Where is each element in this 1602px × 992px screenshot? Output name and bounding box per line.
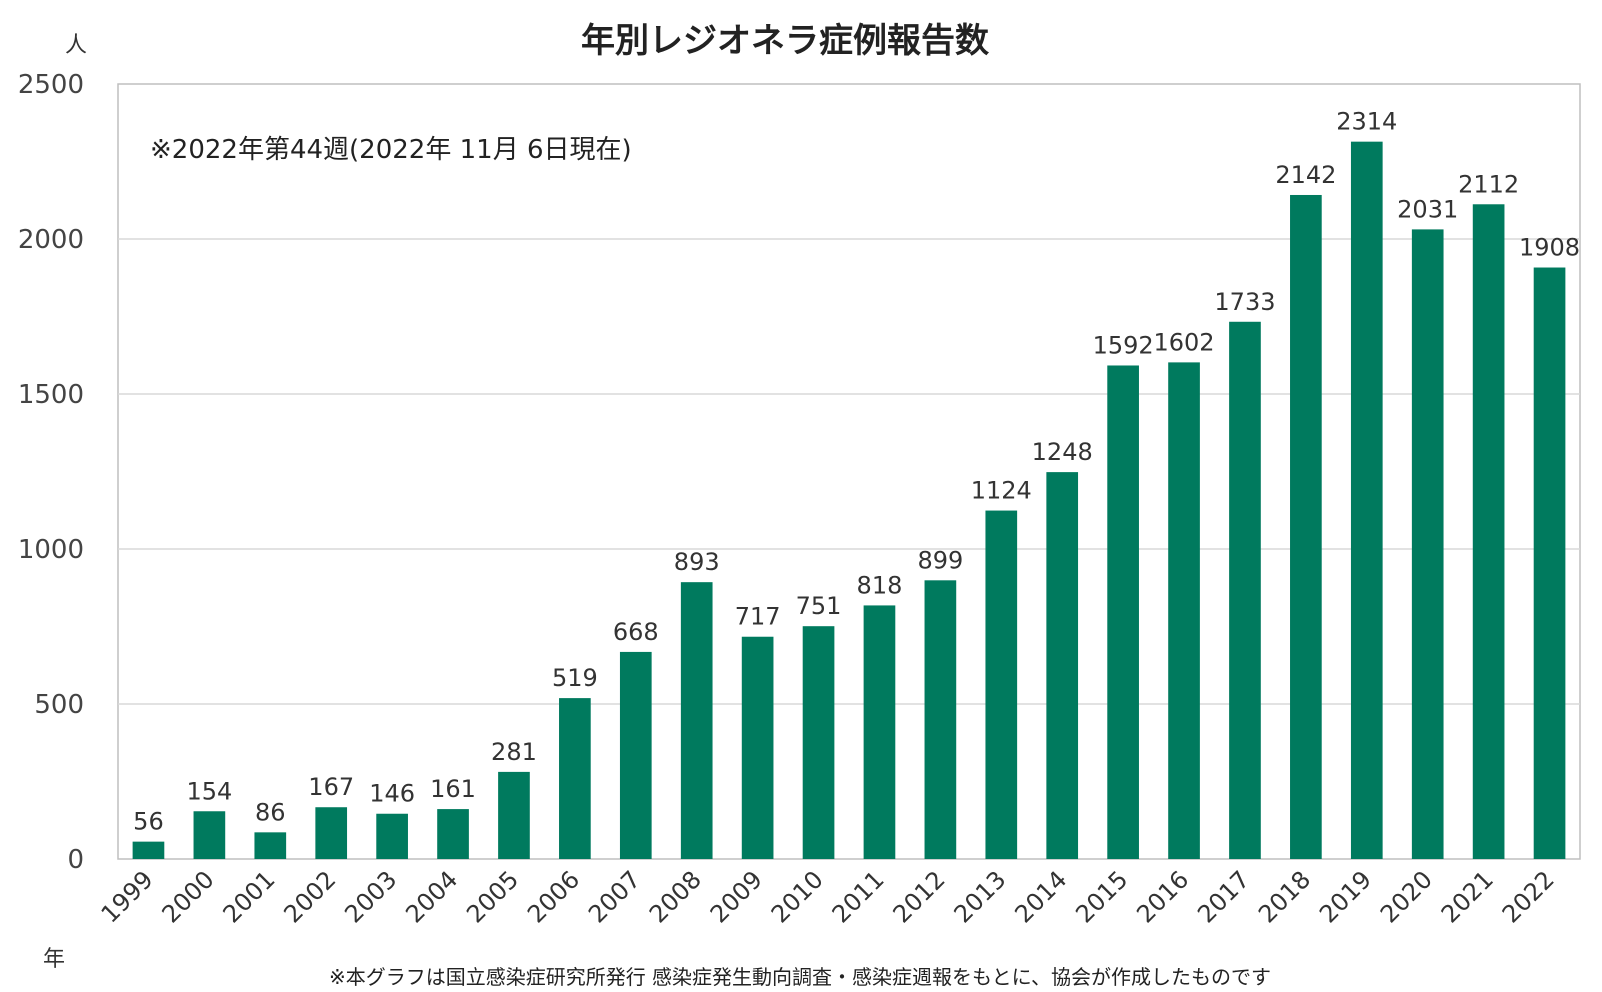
data-label: 1908 [1519,234,1580,262]
bar [376,813,408,859]
x-tick-label: 2008 [644,865,707,928]
y-axis-unit: 人 [65,33,87,58]
bar [1472,204,1505,859]
bar [680,582,713,859]
data-label: 1602 [1154,328,1215,356]
y-tick-label: 500 [34,690,84,720]
data-label: 154 [186,777,232,805]
data-label: 1733 [1214,288,1275,316]
x-tick-label: 2016 [1131,865,1194,928]
x-tick-label: 2012 [888,865,951,928]
data-label: 161 [430,775,476,803]
bar [559,698,591,859]
data-label: 2142 [1275,161,1336,189]
y-axis-ticks: 0 500 1000 1500 2000 2500 [18,70,84,875]
x-axis-ticks: 1999200020012002200320042005200620072008… [96,865,1560,928]
data-label: 668 [613,618,659,646]
bar [1229,321,1261,859]
bar [1107,365,1139,859]
x-tick-label: 2005 [461,865,524,928]
bar [1533,267,1566,859]
x-tick-label: 2014 [1009,865,1072,928]
data-label: 146 [369,780,415,808]
data-label: 1248 [1032,438,1093,466]
x-tick-label: 2020 [1375,865,1438,928]
x-tick-label: 2010 [766,865,829,928]
bar [498,771,530,859]
x-tick-label: 2009 [705,865,768,928]
data-label: 893 [674,548,720,576]
data-label: 167 [308,773,354,801]
x-tick-label: 2003 [339,865,402,928]
data-label: 86 [255,798,286,826]
x-tick-label: 2002 [278,865,341,928]
x-tick-label: 2022 [1497,865,1560,928]
data-label: 56 [133,808,164,836]
bar [924,580,957,859]
data-label: 519 [552,664,598,692]
bar [1350,141,1383,859]
bar [254,832,287,859]
bar [1290,194,1322,860]
y-tick-label: 2000 [18,225,84,255]
y-tick-label: 1000 [18,535,84,565]
data-labels: 56 154 86 167 146 161 281 519 668 893 717 751 818 899… [133,108,1580,836]
bar [619,651,652,859]
bar [985,510,1018,859]
x-tick-label: 2013 [949,865,1012,928]
data-label: 1592 [1093,331,1154,359]
data-label: 751 [796,592,842,620]
data-label: 2314 [1336,108,1397,136]
x-tick-label: 2001 [218,865,281,928]
data-label: 2031 [1397,195,1458,223]
bar [193,811,226,859]
x-tick-label: 2017 [1192,865,1255,928]
source-footnote: ※本グラフは国立感染症研究所発行 感染症発生動向調査・感染症週報をもとに、協会が… [329,965,1271,989]
x-tick-label: 2019 [1314,865,1377,928]
bar [741,636,774,859]
y-tick-label: 0 [67,845,84,875]
data-label: 281 [491,738,537,766]
x-tick-label: 2007 [583,865,646,928]
data-label: 717 [735,603,781,631]
bars [132,141,1566,860]
bar [1411,229,1444,859]
plot-area [117,83,1581,860]
x-axis-unit: 年 [43,947,65,972]
bar [437,809,469,859]
data-label: 818 [857,571,903,599]
y-tick-label: 2500 [18,70,84,100]
data-label: 899 [917,546,963,574]
bar [802,626,835,859]
x-tick-label: 2006 [522,865,585,928]
bar [132,841,165,859]
bar [1046,472,1079,859]
x-tick-label: 2018 [1253,865,1316,928]
chart-title: 年別レジオネラ症例報告数 [581,21,989,61]
bar [1168,362,1200,859]
gridlines [118,238,1580,705]
x-tick-label: 2015 [1070,865,1133,928]
data-label: 1124 [971,477,1032,505]
y-tick-label: 1500 [18,380,84,410]
x-tick-label: 2000 [157,865,220,928]
x-tick-label: 2021 [1436,865,1499,928]
data-note: ※2022年第44週(2022年 11月 6日現在) [150,135,632,165]
x-tick-label: 1999 [96,865,159,928]
bar [863,605,896,859]
x-tick-label: 2004 [400,865,463,928]
data-label: 2112 [1458,170,1519,198]
bar [315,807,348,859]
x-tick-label: 2011 [827,865,890,928]
